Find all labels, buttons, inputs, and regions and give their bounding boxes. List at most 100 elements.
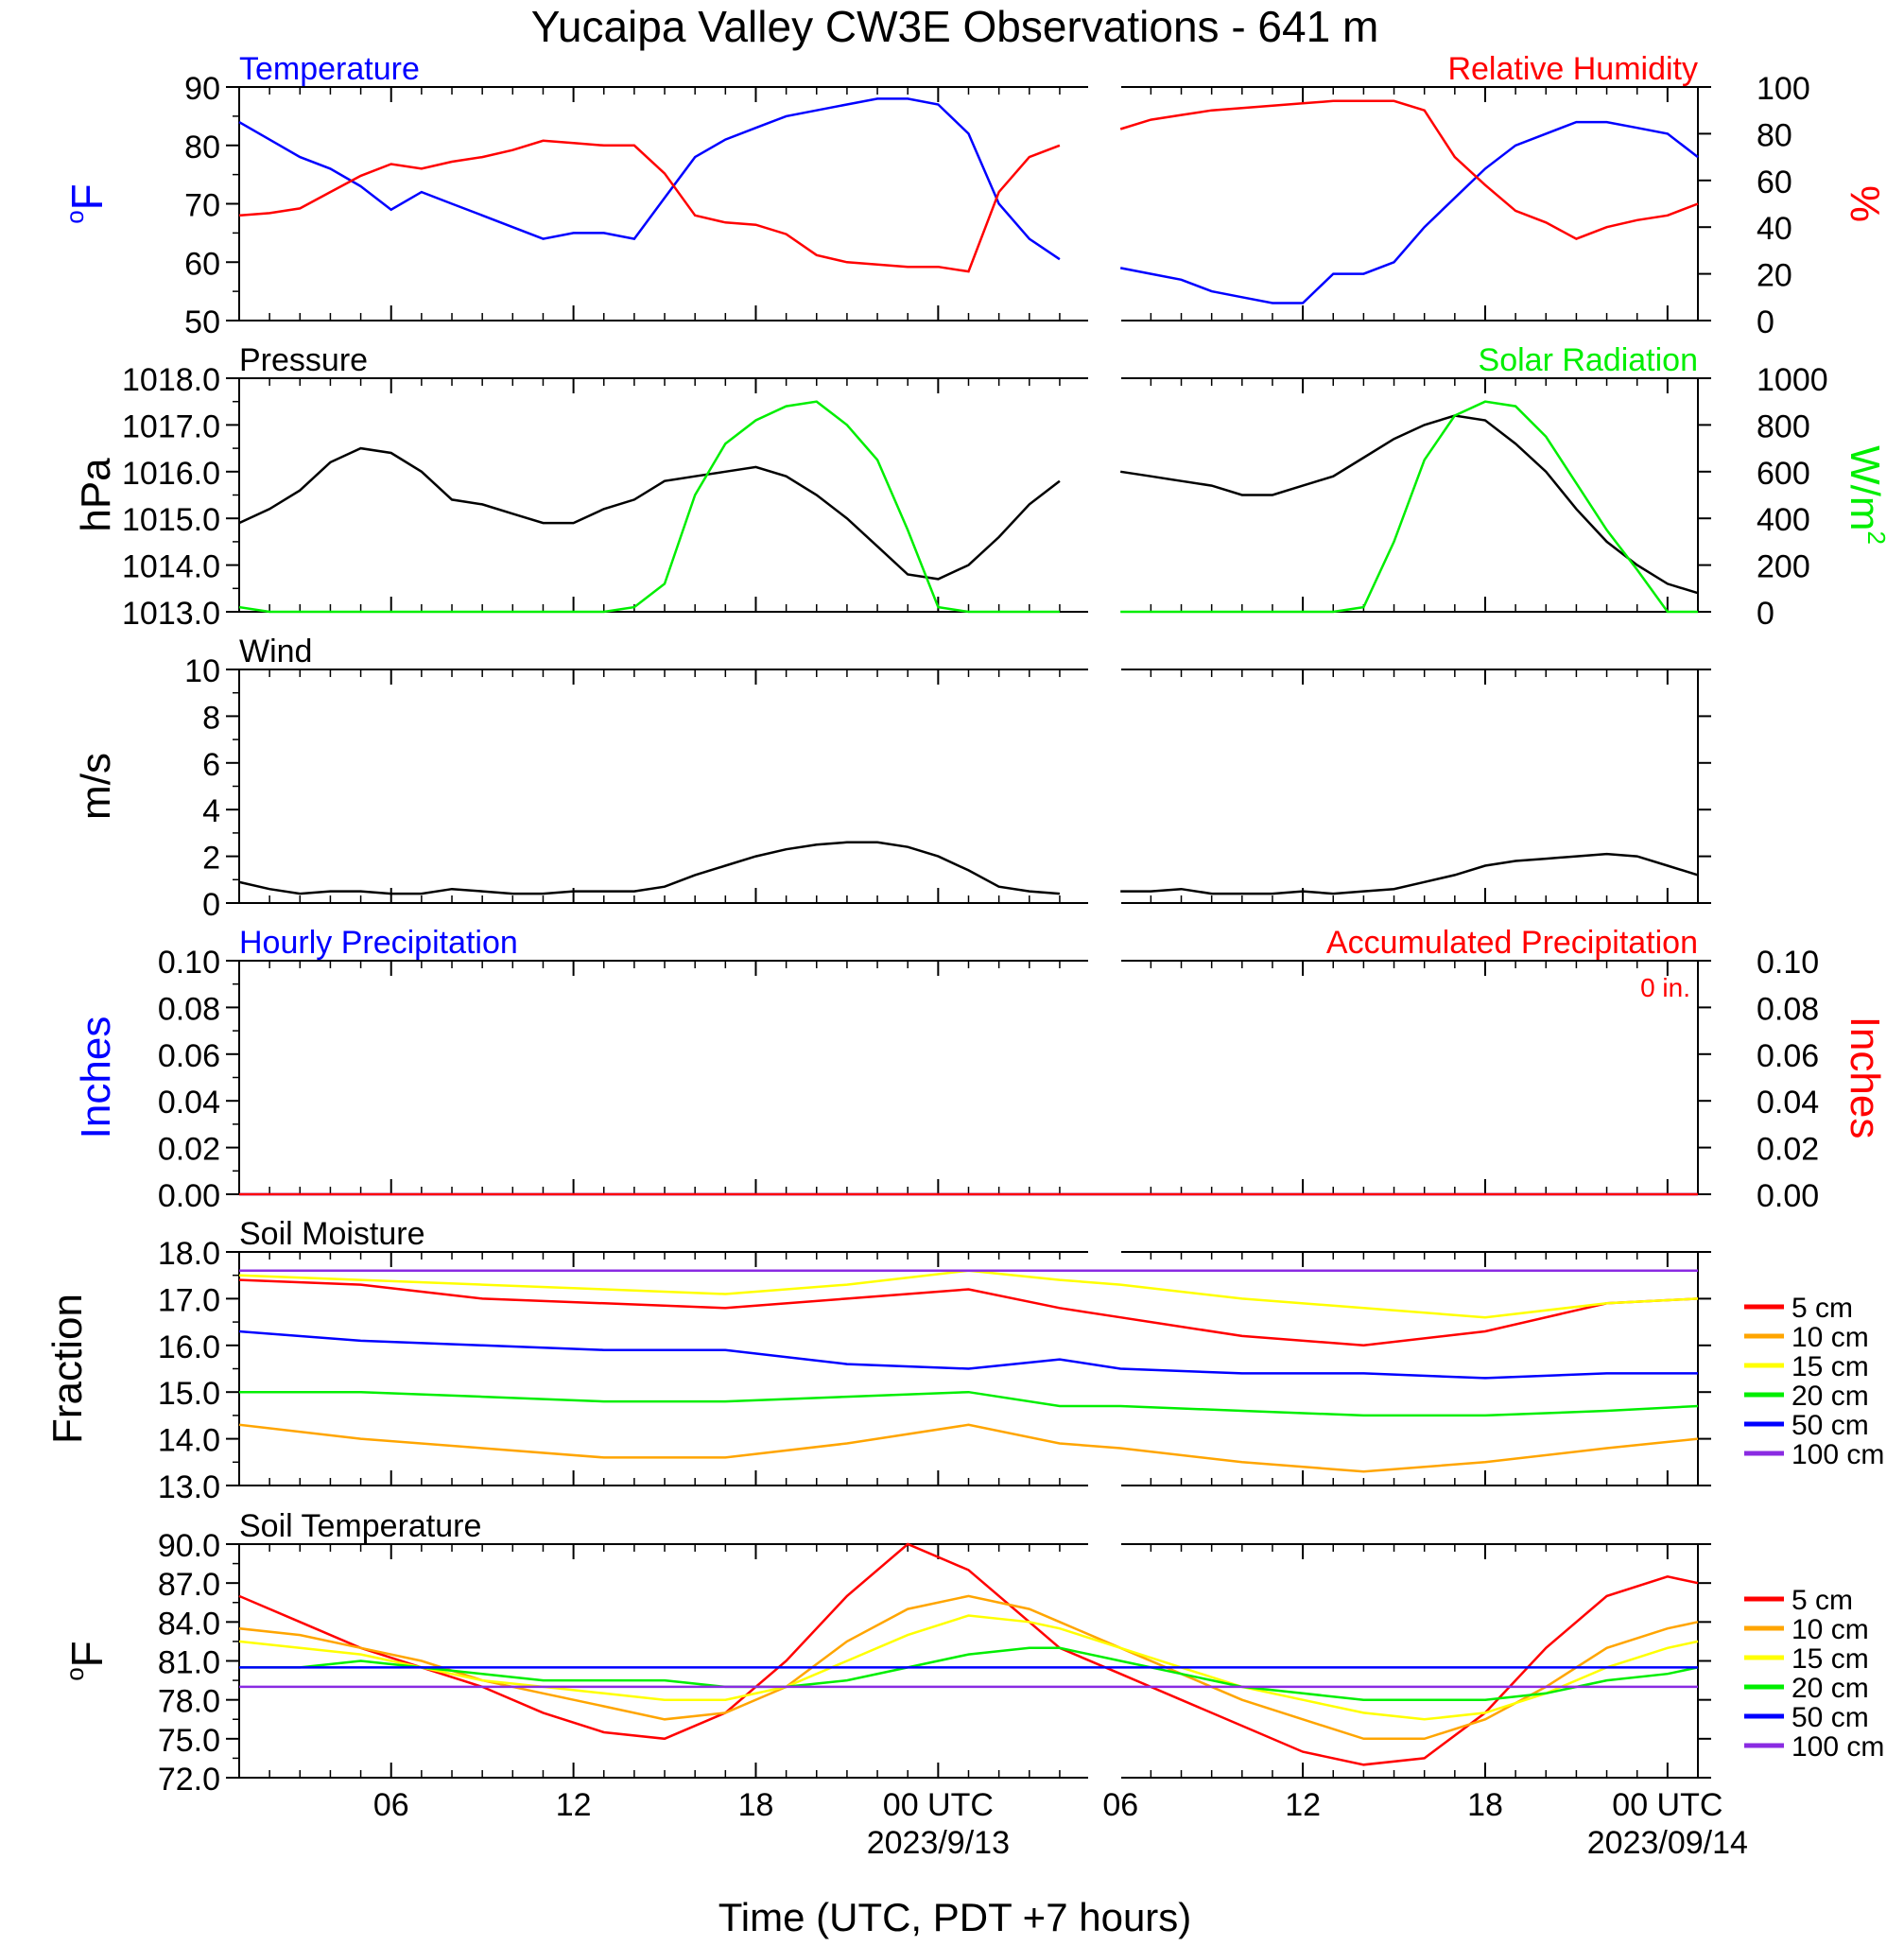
y-tick-label-left: 1015.0 <box>122 502 220 538</box>
y-tick-label-right: 0 <box>1757 304 1774 340</box>
x-tick-label: 12 <box>1285 1787 1321 1823</box>
panel-title-left: Wind <box>239 634 312 669</box>
y-tick-label-right: 20 <box>1757 258 1792 294</box>
unit-superscript: 2 <box>1862 530 1891 544</box>
series-line-temperature <box>1119 120 1699 304</box>
y-tick-label-left: 8 <box>202 700 220 736</box>
y-axis-label-left: oF <box>61 183 112 224</box>
y-tick-label-right: 60 <box>1757 165 1792 200</box>
y-tick-label-right: 200 <box>1757 549 1810 585</box>
panel-title-left: Soil Temperature <box>239 1508 481 1544</box>
y-tick-label-left: 2 <box>202 841 220 877</box>
panel-title-left: Pressure <box>239 342 368 378</box>
y-tick-label-right: 0.06 <box>1757 1038 1819 1074</box>
series-line-relative-humidity <box>1119 99 1699 240</box>
y-tick-label-left: 0.04 <box>158 1085 220 1121</box>
degree-superscript: o <box>61 1667 89 1680</box>
date-label: 2023/9/13 <box>867 1825 1010 1861</box>
unit-text: W/m <box>1842 445 1888 530</box>
legend-label: 100 cm <box>1791 1439 1884 1470</box>
series-line-pressure <box>238 446 1061 581</box>
panel-soil-moisture: 13.0 14.0 15.0 16.0 17.0 18.0 Soil Moisture Fra… <box>44 1216 1884 1505</box>
legend-label: 15 cm <box>1791 1643 1869 1675</box>
series-line-temperature <box>238 97 1061 261</box>
panel-precipitation: 0.00 0.02 0.04 0.06 0.08 0.10 0.00 0.02 0.04 0.06… <box>73 925 1888 1214</box>
y-tick-label-left: 1014.0 <box>122 549 220 585</box>
y-tick-label-left: 60 <box>184 246 220 282</box>
y-tick-label-left: 0.10 <box>158 945 220 981</box>
panel-title-right: Solar Radiation <box>1479 342 1698 378</box>
y-tick-label-left: 75.0 <box>158 1723 220 1759</box>
x-tick-label: 00 UTC <box>883 1787 994 1823</box>
y-tick-label-left: 14.0 <box>158 1423 220 1459</box>
x-tick-label: 18 <box>1467 1787 1503 1823</box>
y-axis-label-left: Inches <box>73 1016 119 1139</box>
x-tick-label: 12 <box>556 1787 592 1823</box>
series-line-relative-humidity <box>238 139 1061 273</box>
x-axis-label: Time (UTC, PDT +7 hours) <box>718 1895 1192 1939</box>
y-tick-label-left: 1016.0 <box>122 456 220 492</box>
y-tick-label-left: 72.0 <box>158 1762 220 1798</box>
y-axis-label-left: hPa <box>73 458 119 532</box>
y-axis-label-left: m/s <box>73 753 119 820</box>
y-tick-label-left: 4 <box>202 793 220 829</box>
y-tick-label-right: 0.02 <box>1757 1132 1819 1168</box>
y-tick-label-left: 50 <box>184 304 220 340</box>
x-tick-label: 06 <box>373 1787 409 1823</box>
legend-label: 50 cm <box>1791 1702 1869 1733</box>
y-tick-label-right: 1000 <box>1757 362 1828 398</box>
y-tick-label-left: 0 <box>202 887 220 923</box>
y-tick-label-left: 16.0 <box>158 1329 220 1365</box>
y-tick-label-left: 1017.0 <box>122 408 220 444</box>
y-tick-label-right: 0.04 <box>1757 1085 1819 1121</box>
panel-title-right: Relative Humidity <box>1447 51 1698 87</box>
y-axis-label-right: W/m2 <box>1842 445 1891 545</box>
accumulation-annotation: 0 in. <box>1640 973 1690 1002</box>
panel-title-left: Hourly Precipitation <box>239 925 518 961</box>
panel-title-right: Accumulated Precipitation <box>1326 925 1698 961</box>
series-line-wind-speed <box>238 841 1060 895</box>
legend-label: 10 cm <box>1791 1614 1869 1645</box>
panel-title-left: Soil Moisture <box>239 1216 425 1252</box>
y-tick-label-right: 600 <box>1757 456 1810 492</box>
y-tick-label-left: 0.08 <box>158 991 220 1027</box>
y-tick-label-left: 0.06 <box>158 1038 220 1074</box>
y-tick-label-right: 80 <box>1757 117 1792 153</box>
legend-label: 5 cm <box>1791 1293 1853 1324</box>
series-line-15-cm <box>238 1269 1699 1319</box>
y-tick-label-left: 1018.0 <box>122 362 220 398</box>
y-tick-label-left: 0.00 <box>158 1178 220 1214</box>
figure-title: Yucaipa Valley CW3E Observations - 641 m <box>531 2 1379 51</box>
y-tick-label-right: 0.10 <box>1757 945 1819 981</box>
y-tick-label-left: 81.0 <box>158 1645 220 1681</box>
y-tick-label-right: 0.00 <box>1757 1178 1819 1214</box>
series-line-10-cm <box>238 1423 1699 1473</box>
y-axis-label-left: Fraction <box>44 1294 91 1444</box>
y-tick-label-right: 100 <box>1757 71 1810 107</box>
unit-letter: F <box>62 1641 112 1667</box>
panel-title-left: Temperature <box>239 51 420 87</box>
y-tick-label-left: 13.0 <box>158 1469 220 1505</box>
panel-pressure-solar: 1013.0 1014.0 1015.0 1016.0 1017.0 1018.0 0 200… <box>73 342 1891 632</box>
y-tick-label-left: 17.0 <box>158 1282 220 1318</box>
y-tick-label-left: 10 <box>184 653 220 689</box>
y-tick-label-right: 400 <box>1757 502 1810 538</box>
series-line-5-cm <box>238 1278 1699 1347</box>
x-tick-label: 00 UTC <box>1612 1787 1722 1823</box>
y-tick-label-left: 1013.0 <box>122 596 220 632</box>
y-axis-label-right: % <box>1842 185 1888 222</box>
y-tick-label-right: 800 <box>1757 408 1810 444</box>
legend-label: 50 cm <box>1791 1410 1869 1441</box>
series-line-5-cm <box>238 1542 1699 1766</box>
y-tick-label-left: 80 <box>184 130 220 165</box>
legend-label: 20 cm <box>1791 1673 1869 1704</box>
y-axis-label-right: Inches <box>1842 1016 1888 1139</box>
y-tick-label-left: 78.0 <box>158 1684 220 1720</box>
legend-label: 10 cm <box>1791 1322 1869 1353</box>
y-tick-label-left: 90.0 <box>158 1528 220 1564</box>
series-line-15-cm <box>238 1614 1699 1721</box>
panel-wind: 0 2 4 6 8 10 Wind m/s <box>73 634 1711 923</box>
unit-letter: F <box>62 183 112 210</box>
y-tick-label-right: 0.08 <box>1757 991 1819 1027</box>
